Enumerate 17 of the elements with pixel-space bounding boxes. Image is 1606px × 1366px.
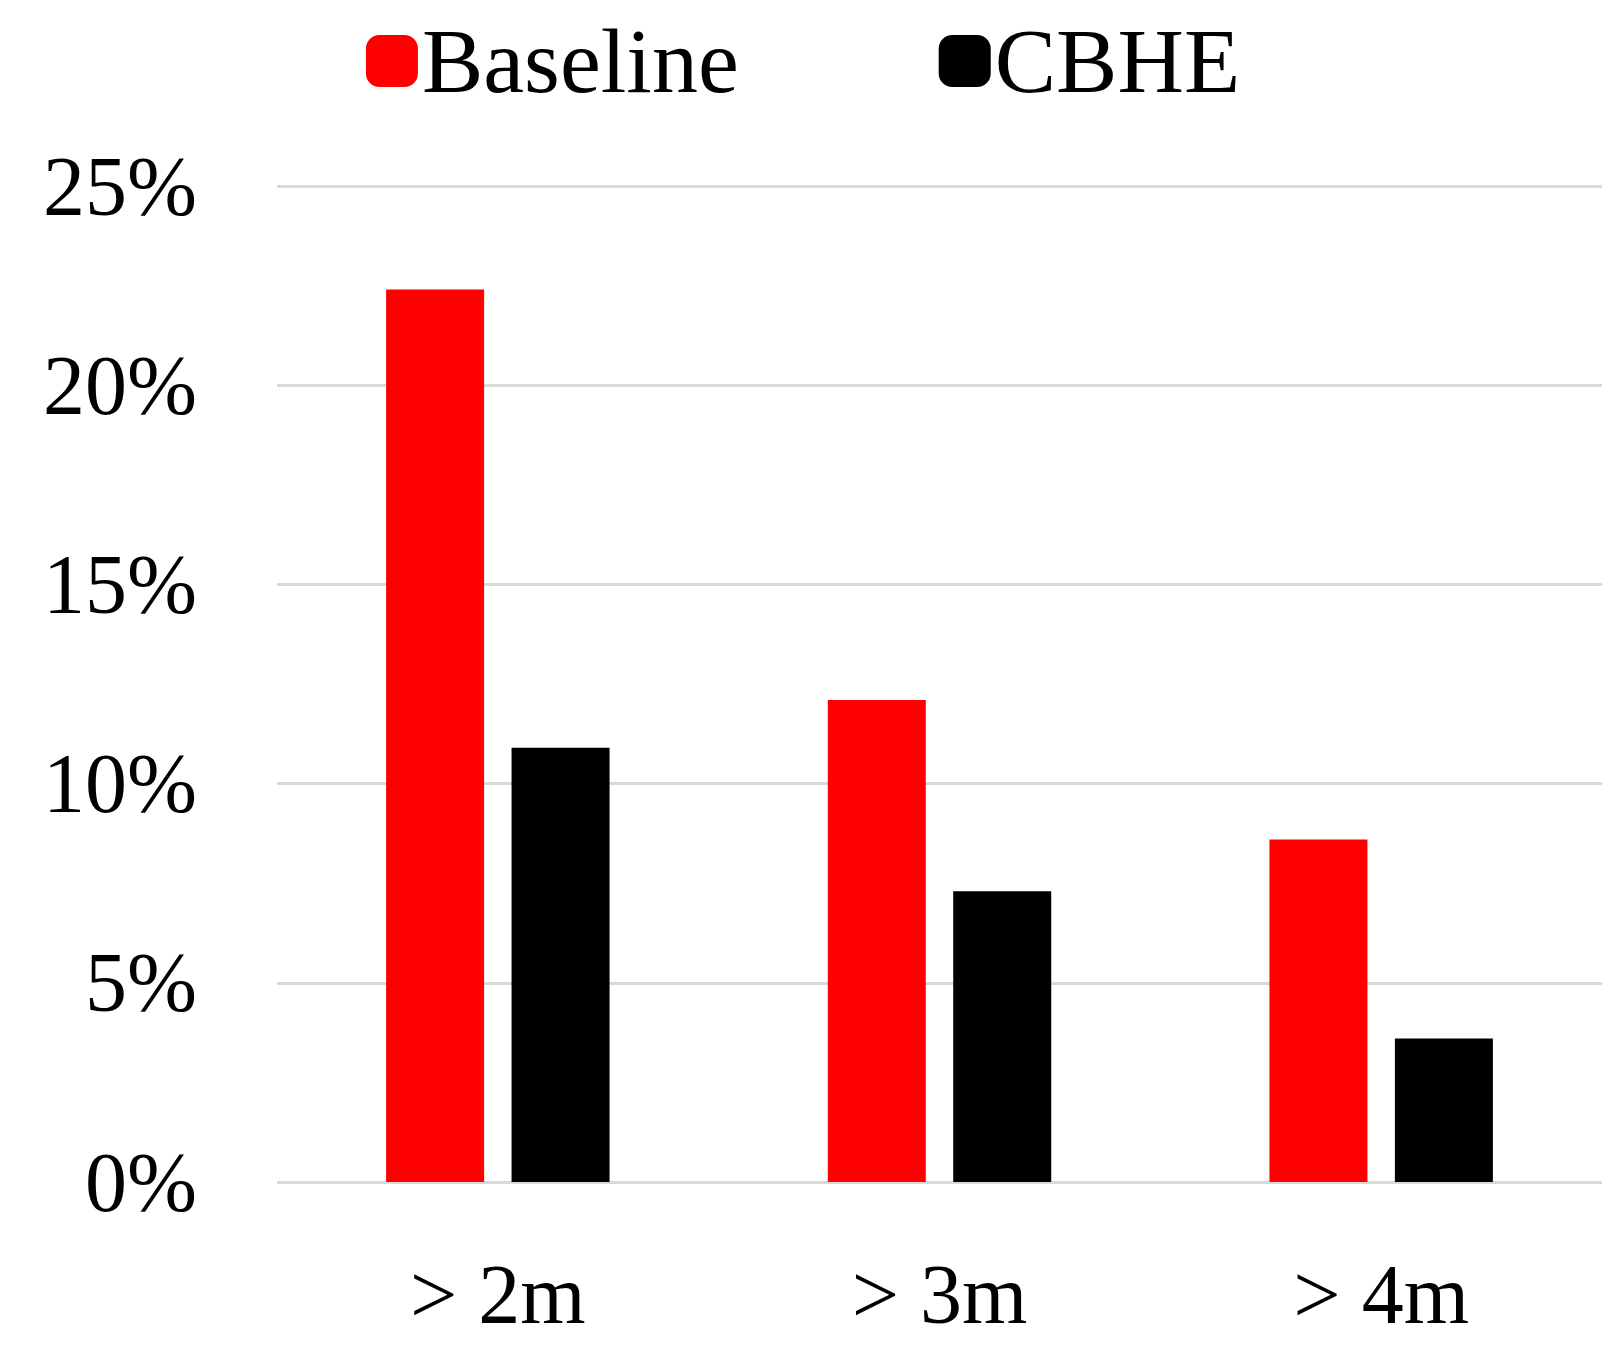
bar (386, 289, 485, 1182)
bar (953, 891, 1052, 1182)
x-tick-label: > 3m (851, 1247, 1028, 1341)
legend-label: CBHE (994, 10, 1241, 112)
x-tick-label: > 4m (1293, 1247, 1470, 1341)
bar (1269, 839, 1368, 1182)
y-tick-label: 25% (43, 139, 197, 233)
bar (827, 699, 926, 1182)
bar (1394, 1038, 1493, 1182)
y-tick-label: 10% (43, 737, 197, 831)
y-tick-label: 5% (85, 936, 197, 1030)
bar (511, 747, 610, 1182)
legend-label: Baseline (421, 10, 739, 112)
y-tick-label: 15% (43, 537, 197, 631)
y-tick-label: 0% (85, 1135, 197, 1229)
y-tick-label: 20% (43, 338, 197, 432)
x-tick-label: > 2m (409, 1247, 586, 1341)
